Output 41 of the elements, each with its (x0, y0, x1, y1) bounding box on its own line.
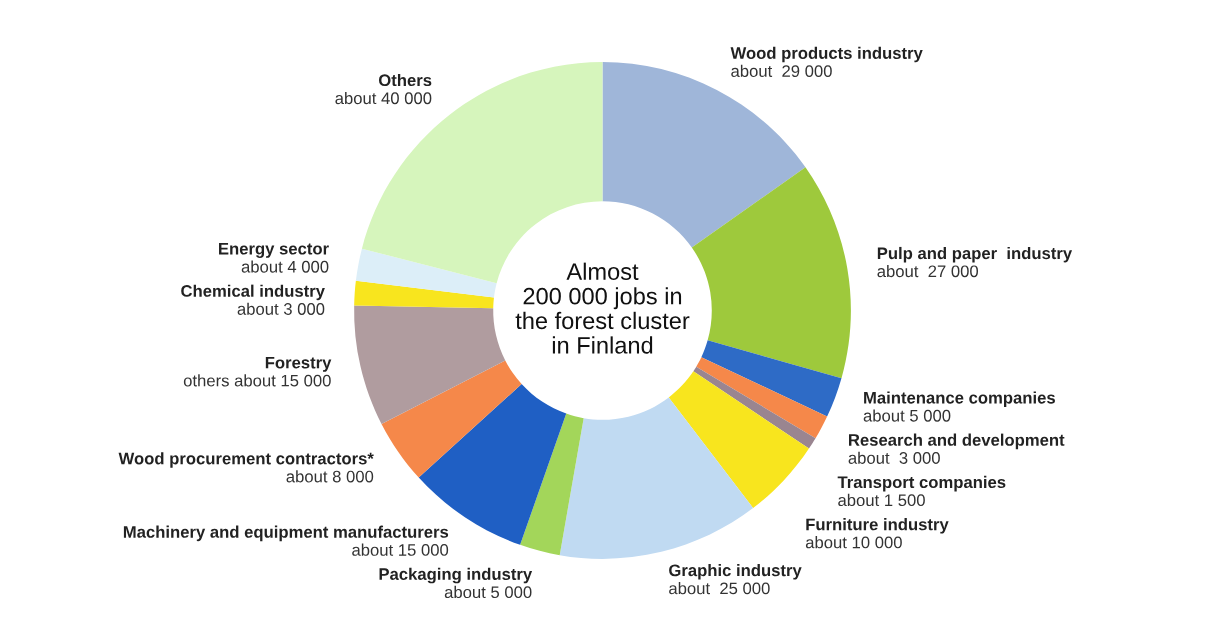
donut-slice (668, 371, 809, 509)
data-label: about 8 000 (286, 470, 374, 483)
donut-slice (693, 366, 816, 449)
slice-label: Packaging industry (379, 567, 533, 584)
slice-label: Wood products industry (730, 46, 923, 63)
donut-slice (354, 280, 494, 309)
slice-label: Graphic industry (669, 564, 802, 580)
data-label: about 1 500 (838, 493, 925, 507)
slice-label: Maintenance companies (864, 391, 1055, 407)
slice-label: Transport companies (837, 475, 1006, 492)
data-label: about 3 000 (237, 302, 325, 315)
data-label: others about 15 000 (183, 374, 331, 387)
data-label: about 5 000 (444, 585, 532, 599)
slice-label: Energy sector (219, 242, 329, 258)
donut-slice (355, 248, 497, 298)
donut-slice (559, 397, 754, 559)
data-label: about 5 000 (863, 409, 951, 422)
donut-slice (696, 357, 828, 439)
slice-label: Machinery and equipment manufacturers (123, 525, 449, 542)
slice-label: Pulp and paper industry (877, 246, 1073, 263)
data-label: about 40 000 (335, 91, 432, 105)
data-label: about 15 000 (352, 543, 449, 556)
slice-label: Research and development (849, 433, 1065, 450)
donut-slice (354, 305, 506, 424)
slice-label: Others (378, 73, 432, 87)
data-label: about 3 000 (848, 451, 940, 464)
slice-label: Furniture industry (806, 518, 949, 534)
slice-label: Wood procurement contractors* (118, 452, 374, 468)
data-label: about 25 000 (669, 582, 770, 595)
data-label: about 4 000 (241, 260, 329, 273)
donut-slice (602, 62, 806, 248)
donut-slice (381, 360, 522, 478)
slice-label: Forestry (265, 356, 332, 372)
data-label: about 29 000 (731, 64, 832, 77)
slice-label: Chemical industry (181, 284, 325, 301)
donut-slice (691, 167, 851, 379)
donut-slice (701, 340, 842, 417)
text: Almost 200 000 jobs in the forest cluster in Finland (515, 262, 690, 354)
data-label: about 27 000 (877, 264, 979, 278)
donut-slice (520, 413, 584, 556)
data-label: about 10 000 (805, 536, 902, 549)
